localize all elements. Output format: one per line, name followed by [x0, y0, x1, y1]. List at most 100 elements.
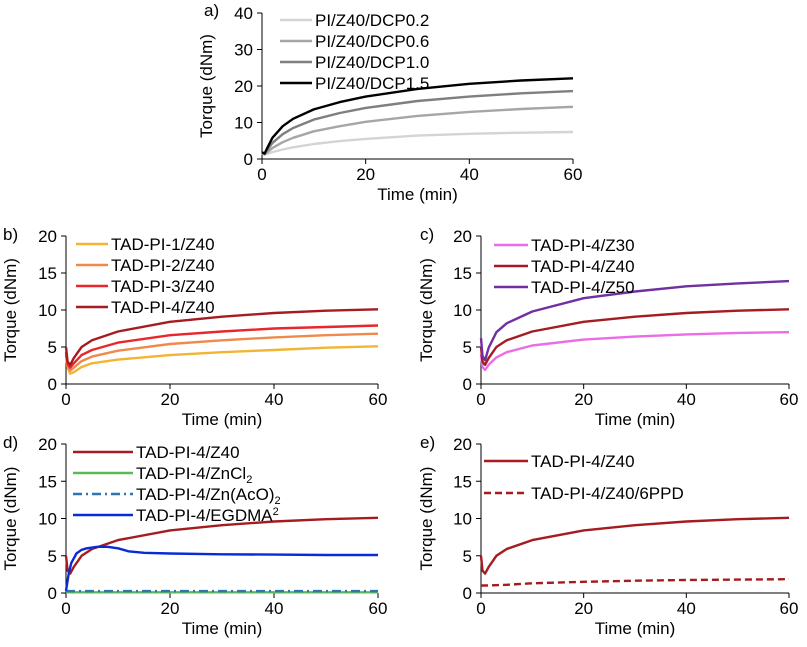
- y-tick-label: 15: [38, 264, 57, 283]
- legend-label: TAD-PI-2/Z40: [111, 256, 215, 275]
- legend-label-subscript: 2: [275, 495, 281, 507]
- panel-e-chart: e) 0 5 10 15 20 0 20 40 60 Time (min) Torque (dNm) T…: [417, 433, 798, 638]
- y-tick-label: 5: [48, 338, 57, 357]
- legend-label: PI/Z40/DCP0.2: [315, 11, 429, 30]
- x-axis-title: Time (min): [377, 185, 458, 204]
- y-tick-label: 0: [463, 584, 472, 603]
- panel-label: a): [204, 1, 219, 20]
- legend-label: TAD-PI-4/Z50: [531, 278, 635, 297]
- legend-label: TAD-PI-4/Z30: [531, 236, 635, 255]
- y-tick-label: 10: [234, 114, 253, 133]
- y-tick-label: 10: [453, 301, 472, 320]
- y-tick-label: 15: [453, 264, 472, 283]
- legend-label: TAD-PI-1/Z40: [111, 235, 215, 254]
- x-tick-label: 40: [677, 390, 696, 409]
- x-tick-label: 60: [780, 599, 799, 618]
- x-axis-title: Time (min): [182, 410, 263, 429]
- legend-label: TAD-PI-3/Z40: [111, 277, 215, 296]
- x-tick-label: 20: [161, 599, 180, 618]
- legend-label: TAD-PI-4/Zn(AcO)2: [136, 485, 281, 507]
- panel-label: b): [3, 225, 18, 244]
- legend-label-superscript: 2: [273, 506, 279, 518]
- series-line: [64, 516, 379, 575]
- panel-label: c): [420, 225, 434, 244]
- x-tick-label: 60: [780, 390, 799, 409]
- x-tick-label: 60: [369, 390, 388, 409]
- x-tick-label: 40: [265, 599, 284, 618]
- series-line: [64, 332, 379, 372]
- y-tick-label: 20: [38, 435, 57, 454]
- series-line: [479, 331, 790, 372]
- x-tick-label: 20: [574, 390, 593, 409]
- series-line: [261, 105, 574, 156]
- y-axis-title: Torque (dNm): [417, 467, 436, 571]
- x-tick-label: 60: [369, 599, 388, 618]
- series-line: [64, 345, 379, 375]
- panel-b-chart: b) 0 5 10 15 20 0 20 40 60 Time (min) Torque (dNm) T…: [1, 225, 387, 429]
- x-axis-title: Time (min): [595, 410, 676, 429]
- series-line: [479, 279, 790, 362]
- legend-label-main: TAD-PI-4/Zn(AcO): [136, 485, 275, 504]
- y-tick-label: 5: [48, 547, 57, 566]
- legend-label-main: TAD-PI-4/EGDMA: [136, 506, 273, 525]
- y-tick-label: 0: [48, 375, 57, 394]
- legend-label: TAD-PI-4/Z40: [531, 257, 635, 276]
- series-line: [479, 308, 790, 366]
- x-tick-label: 20: [161, 390, 180, 409]
- y-axis-title: Torque (dNm): [197, 34, 216, 138]
- x-tick-label: 40: [460, 165, 479, 184]
- legend-label-main: TAD-PI-4/ZnCl: [136, 464, 246, 483]
- legend-label: TAD-PI-4/Z40: [531, 452, 635, 471]
- legend-label: TAD-PI-4/Z40: [111, 298, 215, 317]
- y-tick-label: 10: [38, 301, 57, 320]
- y-tick-label: 15: [453, 472, 472, 491]
- y-tick-label: 40: [234, 4, 253, 23]
- panel-label: d): [3, 433, 18, 452]
- series-line: [64, 308, 379, 366]
- panel-c-chart: c) 0 5 10 15 20 0 20 40 60 Time (min) Torque (dNm) T…: [417, 225, 798, 429]
- series-line: [261, 77, 574, 155]
- y-tick-label: 20: [453, 227, 472, 246]
- x-tick-label: 40: [677, 599, 696, 618]
- panel-a-chart: a) 0 10 20 30 40 0 20 40 60 Time (min) Torque (dNm)…: [197, 1, 582, 204]
- y-tick-label: 10: [453, 510, 472, 529]
- x-tick-label: 60: [564, 165, 583, 184]
- x-tick-label: 20: [356, 165, 375, 184]
- legend-label-subscript: 2: [246, 474, 252, 486]
- x-axis-title: Time (min): [595, 619, 676, 638]
- y-tick-label: 5: [463, 547, 472, 566]
- y-tick-label: 5: [463, 338, 472, 357]
- legend-label: PI/Z40/DCP0.6: [315, 32, 429, 51]
- legend-label: TAD-PI-4/Z40: [136, 443, 240, 462]
- series-line: [479, 516, 790, 575]
- y-tick-label: 30: [234, 41, 253, 60]
- series-line: [481, 578, 790, 587]
- legend-label: TAD-PI-4/ZnCl2: [136, 464, 252, 486]
- x-tick-label: 0: [61, 599, 70, 618]
- y-tick-label: 20: [453, 435, 472, 454]
- x-tick-label: 0: [257, 165, 266, 184]
- legend-label: PI/Z40/DCP1.0: [315, 53, 429, 72]
- series-line: [64, 324, 379, 369]
- y-tick-label: 0: [463, 375, 472, 394]
- legend-label: TAD-PI-4/Z40/6PPD: [531, 484, 684, 503]
- x-tick-label: 20: [574, 599, 593, 618]
- panel-d-chart: d) 0 5 10 15 20 0 20 40 60 Time (min) Torque (dNm) T…: [1, 433, 387, 638]
- x-axis-title: Time (min): [182, 619, 263, 638]
- series-line: [261, 130, 574, 156]
- x-tick-label: 40: [265, 390, 284, 409]
- y-tick-label: 20: [234, 77, 253, 96]
- series-line: [64, 545, 378, 591]
- legend-label: TAD-PI-4/EGDMA2: [136, 506, 279, 525]
- y-tick-label: 20: [38, 227, 57, 246]
- y-axis-title: Torque (dNm): [1, 467, 20, 571]
- y-tick-label: 10: [38, 510, 57, 529]
- y-axis-title: Torque (dNm): [1, 258, 20, 362]
- x-tick-label: 0: [476, 599, 485, 618]
- x-tick-label: 0: [476, 390, 485, 409]
- y-tick-label: 0: [244, 150, 253, 169]
- y-axis-title: Torque (dNm): [417, 258, 436, 362]
- y-tick-label: 15: [38, 472, 57, 491]
- y-tick-label: 0: [48, 584, 57, 603]
